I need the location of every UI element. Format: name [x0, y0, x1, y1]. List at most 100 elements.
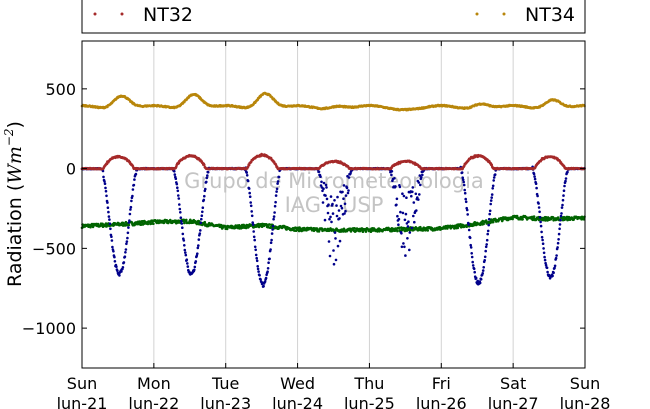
- point-longwave: [237, 224, 241, 227]
- point-shortwave: [269, 248, 272, 251]
- point-longwave: [225, 227, 229, 231]
- point-shortwave: [490, 196, 494, 199]
- point-shortwave: [533, 177, 537, 181]
- point-shortwave: [557, 232, 561, 236]
- point-shortwave: [178, 207, 182, 211]
- point-shortwave: [176, 189, 180, 193]
- point-shortwave: [554, 256, 558, 260]
- point-shortwave: [257, 270, 260, 273]
- point-shortwave: [470, 252, 474, 255]
- point-shortwave: [563, 184, 566, 188]
- point-shortwave: [120, 270, 123, 273]
- point-shortwave: [390, 170, 394, 173]
- point-shortwave: [346, 191, 350, 195]
- point-shortwave: [327, 203, 330, 206]
- point-shortwave: [270, 232, 274, 235]
- point-shortwave: [417, 198, 420, 201]
- x-axis: Sunlun-21Monlun-22Tuelun-23Wedlun-24Thul…: [57, 41, 610, 409]
- point-shortwave: [401, 211, 405, 215]
- point-shortwave: [541, 238, 544, 242]
- point-shortwave: [538, 216, 542, 219]
- x-tick-label-day: Sun: [570, 374, 600, 393]
- point-shortwave: [252, 230, 255, 233]
- point-longwave: [269, 225, 273, 229]
- point-shortwave: [332, 249, 335, 252]
- data-points: [80, 91, 586, 288]
- point-shortwave: [488, 209, 492, 213]
- point-shortwave: [493, 173, 497, 176]
- point-shortwave: [546, 270, 549, 274]
- point-shortwave: [121, 266, 125, 269]
- point-shortwave: [320, 180, 323, 184]
- point-shortwave: [124, 248, 128, 251]
- point-shortwave: [200, 214, 204, 217]
- point-shortwave: [103, 180, 106, 183]
- point-shortwave: [333, 199, 336, 202]
- point-shortwave: [411, 190, 414, 194]
- point-shortwave: [544, 263, 548, 267]
- point-shortwave: [103, 182, 107, 185]
- legend-box: [81, 0, 586, 34]
- point-shortwave: [535, 186, 538, 190]
- point-shortwave: [339, 204, 343, 208]
- x-tick-label-day: Tue: [211, 374, 239, 393]
- point-shortwave: [108, 218, 111, 221]
- point-shortwave: [196, 246, 200, 250]
- point-shortwave: [471, 260, 475, 264]
- point-shortwave: [489, 199, 493, 202]
- point-shortwave: [129, 205, 133, 209]
- point-shortwave: [544, 261, 547, 265]
- point-shortwave: [466, 213, 470, 216]
- point-shortwave: [128, 219, 131, 222]
- point-shortwave: [174, 177, 178, 180]
- point-shortwave: [185, 258, 189, 262]
- point-shortwave: [335, 214, 339, 218]
- point-shortwave: [539, 220, 542, 224]
- point-shortwave: [126, 236, 129, 240]
- y-axis-label-exp: −2: [2, 128, 16, 146]
- point-shortwave: [324, 194, 327, 197]
- point-shortwave: [487, 223, 491, 227]
- point-shortwave: [179, 216, 183, 219]
- point-shortwave: [558, 223, 562, 226]
- point-shortwave: [277, 175, 281, 179]
- point-nt32: [490, 163, 494, 166]
- x-tick-label-day: Thu: [353, 374, 384, 393]
- point-shortwave: [245, 174, 249, 177]
- legend-marker-nt34: [475, 12, 479, 16]
- point-shortwave: [128, 212, 132, 216]
- point-shortwave: [118, 274, 121, 277]
- point-shortwave: [321, 189, 324, 193]
- point-longwave: [482, 222, 486, 226]
- y-tick-label: −1000: [22, 319, 76, 338]
- point-shortwave: [276, 182, 279, 185]
- point-shortwave: [105, 194, 108, 198]
- point-shortwave: [122, 261, 126, 264]
- point-shortwave: [125, 242, 128, 246]
- point-shortwave: [113, 255, 116, 259]
- y-axis: 500 0 −500 −1000: [22, 80, 585, 338]
- point-shortwave: [256, 267, 260, 271]
- point-shortwave: [481, 272, 485, 275]
- point-shortwave: [129, 208, 132, 211]
- point-shortwave: [186, 262, 189, 265]
- point-shortwave: [132, 183, 136, 187]
- grid-lines: [153, 41, 514, 368]
- point-shortwave: [468, 236, 472, 240]
- point-shortwave: [271, 224, 275, 228]
- point-shortwave: [490, 193, 494, 196]
- point-shortwave: [406, 237, 409, 240]
- point-shortwave: [272, 215, 276, 218]
- point-shortwave: [251, 223, 255, 226]
- point-longwave: [398, 226, 401, 230]
- legend-entry-nt32: NT32: [93, 4, 193, 26]
- point-shortwave: [203, 194, 206, 198]
- point-shortwave: [205, 180, 208, 184]
- point-longwave: [244, 226, 248, 230]
- point-shortwave: [462, 183, 466, 187]
- point-shortwave: [406, 225, 410, 228]
- point-shortwave: [396, 214, 399, 218]
- point-shortwave: [199, 221, 203, 225]
- point-shortwave: [414, 192, 418, 196]
- point-shortwave: [559, 218, 562, 222]
